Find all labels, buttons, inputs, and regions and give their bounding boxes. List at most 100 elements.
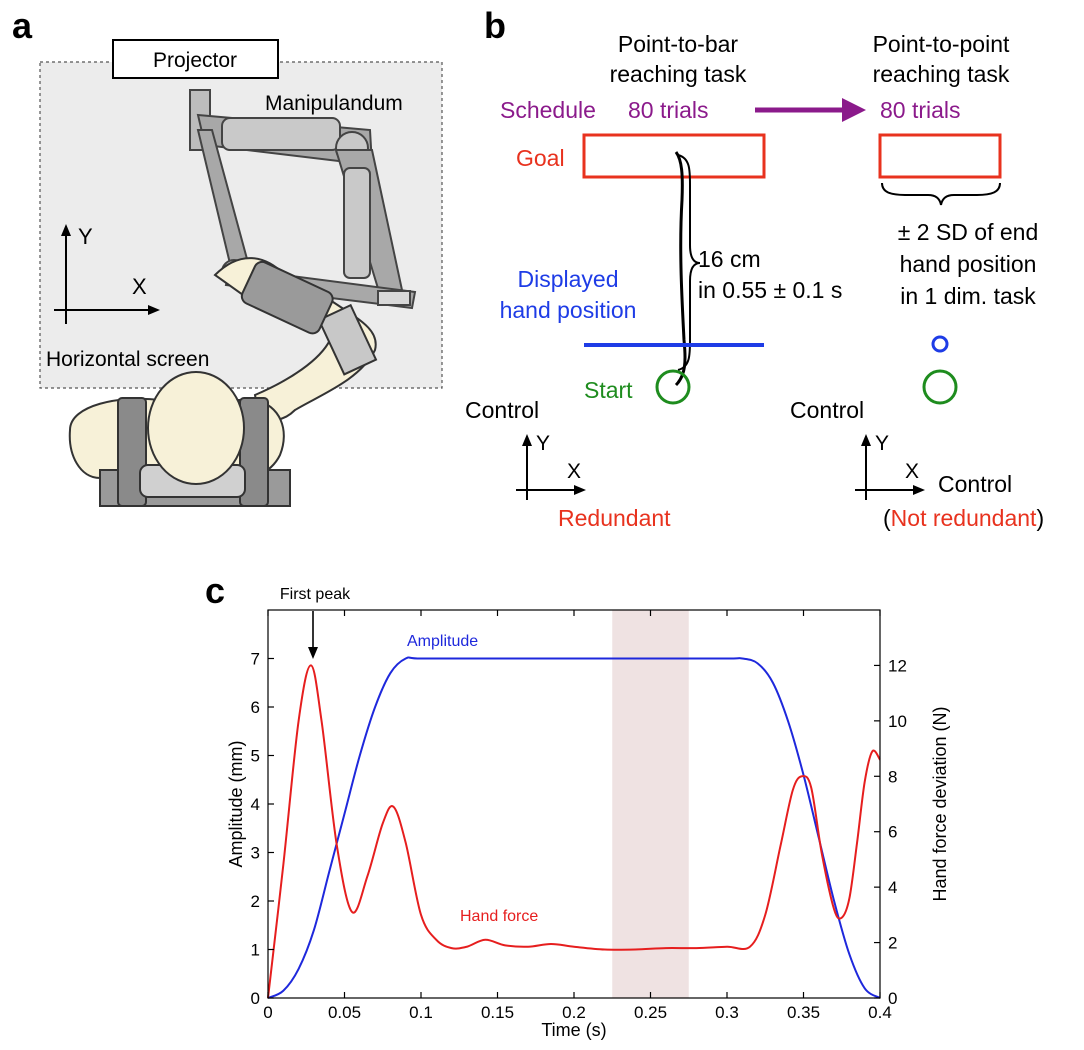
manipulandum-lower-pad [377, 290, 411, 306]
displayed-hand-point [931, 335, 949, 353]
panel-a: a Projector Manipulandum [12, 5, 443, 507]
not-redundant-close: ) [1036, 505, 1044, 531]
schedule-label: Schedule [500, 97, 596, 123]
y-left-tick-label: 5 [251, 747, 260, 766]
reach-trajectory [674, 151, 687, 387]
left-x-arrow [574, 485, 586, 495]
distance-line2: in 0.55 ± 0.1 s [698, 277, 842, 303]
panel-b: b Point-to-bar reaching task Point-to-po… [465, 5, 1044, 531]
distance-line1: 16 cm [698, 246, 761, 272]
shaded-region [612, 610, 689, 998]
y-left-tick-label: 6 [251, 698, 260, 717]
right-y-label: Y [875, 432, 889, 455]
projector-box [112, 39, 279, 79]
hand-force-series-label: Hand force [460, 908, 538, 925]
manipulandum-label: Manipulandum [265, 92, 403, 115]
task1-title-line2: reaching task [610, 61, 747, 87]
distance-brace [677, 154, 701, 371]
goal-label: Goal [516, 145, 565, 171]
x-tick-label: 0.25 [634, 1003, 667, 1022]
right-control-side-label: Control [938, 471, 1012, 497]
start-circle-right [922, 369, 958, 405]
panel-a-axes [54, 224, 160, 324]
panel-a-x-arrow [148, 305, 160, 315]
goal-point [878, 133, 1002, 179]
not-redundant-label: Not redundant [891, 505, 1037, 531]
chart-plot: 0 0.05 0.1 0.15 0.2 0.25 0.3 0.35 0.401234567024… [251, 609, 907, 1022]
y-right-tick-label: 8 [888, 767, 897, 786]
x-tick-label: 0.35 [787, 1003, 820, 1022]
trials-1: 80 trials [628, 97, 709, 123]
left-y-arrow [522, 434, 532, 446]
subject-wrist-brace [240, 260, 334, 335]
y-right-tick-label: 10 [888, 712, 907, 731]
y-right-tick-label: 2 [888, 934, 897, 953]
right-control-top-label: Control [790, 397, 864, 423]
panel-b-label: b [484, 5, 506, 46]
x-tick-label: 0.15 [481, 1003, 514, 1022]
right-x-label: X [905, 460, 919, 483]
panel-a-y-label: Y [78, 224, 93, 249]
subject-armrest [317, 303, 378, 376]
left-axes [516, 434, 586, 500]
series-line-hand-force [267, 664, 881, 999]
x-tick-label: 0.2 [562, 1003, 586, 1022]
left-y-label: Y [536, 432, 550, 455]
panel-c-label: c [205, 570, 225, 611]
y-right-tick-label: 0 [888, 989, 897, 1008]
left-control-label: Control [465, 397, 539, 423]
manipulandum-right-pad [343, 167, 371, 279]
goal-bar [582, 133, 766, 179]
left-x-label: X [567, 460, 581, 483]
y-right-axis-label: Hand force deviation (N) [930, 706, 950, 901]
panel-c: c 0 0.05 0.1 0.15 0.2 0.25 0.3 0.35 0.4012345670… [205, 570, 950, 1040]
displayed-line1: Displayed [518, 266, 619, 292]
right-x-arrow [913, 485, 925, 495]
ticks-layer: 0 0.05 0.1 0.15 0.2 0.25 0.3 0.35 0.401234567024… [251, 610, 907, 1022]
subject-drawing [68, 257, 378, 507]
y-right-tick-label: 4 [888, 878, 897, 897]
start-circle-left [655, 369, 691, 405]
amplitude-series-label: Amplitude [407, 633, 478, 650]
x-tick-label: 0.1 [409, 1003, 433, 1022]
sd-line1: ± 2 SD of end [898, 219, 1038, 245]
y-right-tick-label: 12 [888, 656, 907, 675]
plot-frame [267, 609, 881, 999]
not-redundant-open: ( [883, 505, 891, 531]
sd-line3: in 1 dim. task [900, 283, 1036, 309]
x-tick-label: 0.05 [328, 1003, 361, 1022]
task1-title-line1: Point-to-bar [618, 31, 739, 57]
panel-a-label: a [12, 5, 33, 46]
y-left-tick-label: 4 [251, 795, 260, 814]
series-layer [267, 656, 881, 999]
x-tick-label: 0 [263, 1003, 272, 1022]
y-left-axis-label: Amplitude (mm) [226, 740, 246, 867]
projector-label: Projector [153, 49, 237, 72]
schedule-arrow-head [842, 98, 866, 122]
first-peak-arrow-head [308, 647, 318, 659]
x-tick-label: 0.3 [715, 1003, 739, 1022]
horizontal-screen-label: Horizontal screen [46, 348, 209, 371]
x-tick-label: 0.4 [868, 1003, 892, 1022]
panel-a-x-label: X [132, 274, 147, 299]
first-peak-annotation: First peak [280, 586, 351, 603]
task2-title-line1: Point-to-point [873, 31, 1010, 57]
right-y-arrow [861, 434, 871, 446]
right-axes [855, 434, 925, 500]
y-left-tick-label: 3 [251, 844, 260, 863]
trials-2: 80 trials [880, 97, 961, 123]
y-left-tick-label: 2 [251, 892, 260, 911]
displayed-line2: hand position [500, 297, 637, 323]
manipulandum-upper-pad [221, 117, 341, 151]
panel-a-y-arrow [61, 224, 71, 236]
y-left-tick-label: 7 [251, 650, 260, 669]
y-left-tick-label: 0 [251, 989, 260, 1008]
left-redundant-label: Redundant [558, 505, 671, 531]
task2-title-line2: reaching task [873, 61, 1010, 87]
y-left-tick-label: 1 [251, 941, 260, 960]
start-label: Start [584, 377, 633, 403]
subject-head [147, 371, 245, 485]
sd-line2: hand position [900, 251, 1037, 277]
y-right-tick-label: 6 [888, 823, 897, 842]
